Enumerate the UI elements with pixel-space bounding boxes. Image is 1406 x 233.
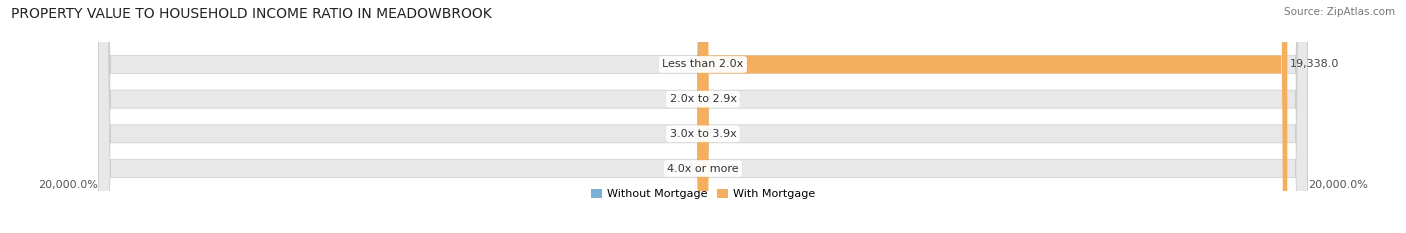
FancyBboxPatch shape xyxy=(98,0,1308,233)
FancyBboxPatch shape xyxy=(697,0,709,233)
Text: 9.4%: 9.4% xyxy=(706,129,734,139)
Text: 4.0x or more: 4.0x or more xyxy=(668,164,738,174)
FancyBboxPatch shape xyxy=(697,0,709,233)
Text: 2.0x to 2.9x: 2.0x to 2.9x xyxy=(669,94,737,104)
Text: 20,000.0%: 20,000.0% xyxy=(1308,180,1368,190)
FancyBboxPatch shape xyxy=(98,0,1308,233)
FancyBboxPatch shape xyxy=(697,0,707,233)
Text: 19.0%: 19.0% xyxy=(706,94,741,104)
Legend: Without Mortgage, With Mortgage: Without Mortgage, With Mortgage xyxy=(586,184,820,203)
Text: 31.1%: 31.1% xyxy=(665,164,700,174)
FancyBboxPatch shape xyxy=(697,0,709,233)
FancyBboxPatch shape xyxy=(697,0,709,233)
FancyBboxPatch shape xyxy=(98,0,1308,233)
Text: 13.7%: 13.7% xyxy=(706,164,741,174)
Text: 5.1%: 5.1% xyxy=(672,129,700,139)
FancyBboxPatch shape xyxy=(98,0,1308,233)
FancyBboxPatch shape xyxy=(703,0,1288,233)
Text: Source: ZipAtlas.com: Source: ZipAtlas.com xyxy=(1284,7,1395,17)
Text: PROPERTY VALUE TO HOUSEHOLD INCOME RATIO IN MEADOWBROOK: PROPERTY VALUE TO HOUSEHOLD INCOME RATIO… xyxy=(11,7,492,21)
Text: Less than 2.0x: Less than 2.0x xyxy=(662,59,744,69)
Text: 7.2%: 7.2% xyxy=(672,94,700,104)
Text: 56.6%: 56.6% xyxy=(664,59,699,69)
Text: 20,000.0%: 20,000.0% xyxy=(38,180,98,190)
Text: 3.0x to 3.9x: 3.0x to 3.9x xyxy=(669,129,737,139)
Text: 19,338.0: 19,338.0 xyxy=(1289,59,1339,69)
FancyBboxPatch shape xyxy=(697,0,709,233)
FancyBboxPatch shape xyxy=(697,0,709,233)
